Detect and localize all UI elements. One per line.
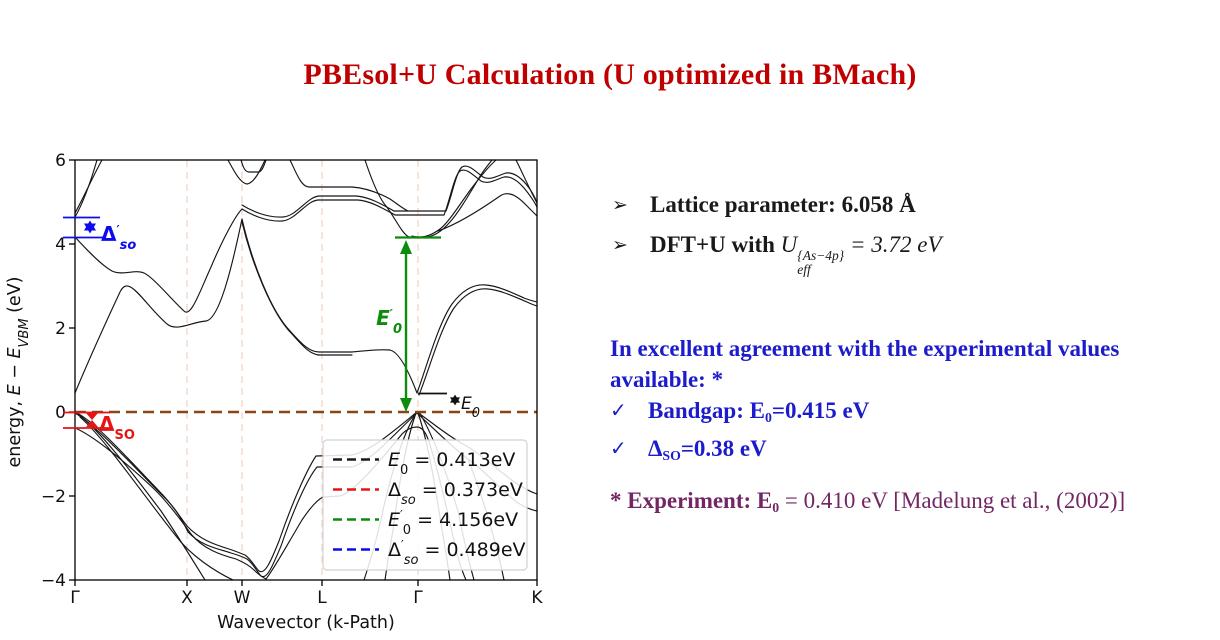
arrow-down-icon — [400, 398, 412, 412]
svg-text:2: 2 — [55, 319, 66, 339]
svg-text:K: K — [531, 588, 543, 608]
band-curve — [79, 416, 234, 581]
svg-text:−2: −2 — [41, 487, 66, 507]
svg-text:6: 6 — [55, 151, 66, 171]
agreement-line-1: In excellent agreement with the experime… — [610, 336, 1120, 361]
x-axis-label: Wavevector (k-Path) — [217, 613, 395, 633]
legend-entry: E0 = 0.413eV — [388, 449, 515, 478]
bullet-lattice-parameter: ➢ Lattice parameter: 6.058 Å — [612, 192, 916, 218]
band-curve — [74, 169, 538, 313]
svg-text:E′0: E′0 — [376, 306, 402, 337]
annotation-delta-so: ΔSO — [63, 411, 135, 443]
y-axis-label: energy, E − EVBM (eV) — [5, 276, 32, 467]
annotation-delta-so-prime: Δ′so — [63, 216, 136, 253]
lattice-parameter-text: Lattice parameter: 6.058 Å — [650, 192, 916, 217]
dft-u-text: DFT+U with U {As−4p} eff = 3.72 eV — [650, 232, 942, 278]
svg-text:0: 0 — [55, 403, 66, 423]
check-bandgap: ✓ Bandgap: E0=0.415 eV — [610, 395, 1119, 433]
bullet-dft-u: ➢ DFT+U with U {As−4p} eff = 3.72 eV — [612, 232, 942, 277]
legend-entry: Δ′so = 0.489eV — [388, 538, 526, 568]
band-curve — [364, 159, 493, 238]
legend-entry: E′0 = 4.156eV — [388, 508, 518, 538]
page-title: PBEsol+U Calculation (U optimized in BMa… — [303, 58, 917, 91]
svg-text:ΔSO: ΔSO — [99, 412, 135, 443]
legend: E0 = 0.413eV Δso = 0.373eV E′0 = 4.156eV… — [322, 439, 528, 571]
band-curve — [241, 221, 353, 356]
legend-entry: Δso = 0.373eV — [388, 479, 523, 508]
hourglass-marker — [86, 420, 98, 427]
experiment-reference: * Experiment: E0 = 0.410 eV [Madelung et… — [610, 488, 1126, 515]
y-axis: 6 4 2 0 −2 −4 — [41, 151, 75, 591]
band-curve — [227, 159, 266, 185]
band-curve — [515, 159, 538, 204]
plot-frame — [74, 159, 538, 581]
svg-text:4: 4 — [55, 235, 66, 255]
svg-text:−4: −4 — [41, 571, 66, 591]
agreement-block: In excellent agreement with the experime… — [610, 333, 1119, 471]
svg-text:Γ: Γ — [70, 588, 80, 608]
band-curve — [77, 413, 206, 581]
arrow-bullet-icon: ➢ — [612, 234, 628, 256]
agreement-line-2: available: * — [610, 367, 724, 392]
x-axis: Γ X W L Γ K — [70, 580, 543, 608]
bandgap-value: Bandgap: E0=0.415 eV — [648, 398, 870, 425]
annotation-e0: E0 — [418, 392, 480, 421]
svg-text:L: L — [317, 588, 327, 608]
band-curve — [241, 165, 538, 218]
svg-text:W: W — [234, 588, 251, 608]
checkmark-icon: ✓ — [610, 435, 627, 460]
band-curve — [74, 159, 103, 214]
annotation-e0-prime-arrow: E′0 — [376, 236, 441, 412]
arrow-up-icon — [400, 240, 412, 254]
band-curve — [240, 159, 267, 173]
band-curve — [437, 193, 538, 232]
arrow-bullet-icon: ➢ — [612, 194, 628, 216]
star-marker — [450, 397, 460, 406]
hourglass-marker — [86, 413, 98, 420]
band-curve — [289, 159, 409, 212]
svg-text:Γ: Γ — [413, 588, 423, 608]
band-curve — [74, 427, 267, 580]
band-curve — [74, 218, 538, 394]
svg-text:Δ′so: Δ′so — [101, 222, 136, 253]
delta-so-value: ΔSO=0.38 eV — [648, 435, 767, 463]
band-structure-plot: 6 4 2 0 −2 −4 Γ X W L Γ K Wavevector (k-… — [5, 151, 543, 633]
svg-text:X: X — [181, 588, 193, 608]
svg-text:E0: E0 — [461, 394, 480, 421]
band-curve — [418, 288, 538, 396]
star-marker — [84, 223, 96, 234]
band-curve — [74, 159, 98, 218]
band-curve — [411, 159, 497, 238]
checkmark-icon: ✓ — [610, 398, 627, 422]
check-delta-so: ✓ ΔSO=0.38 eV — [610, 433, 1119, 471]
